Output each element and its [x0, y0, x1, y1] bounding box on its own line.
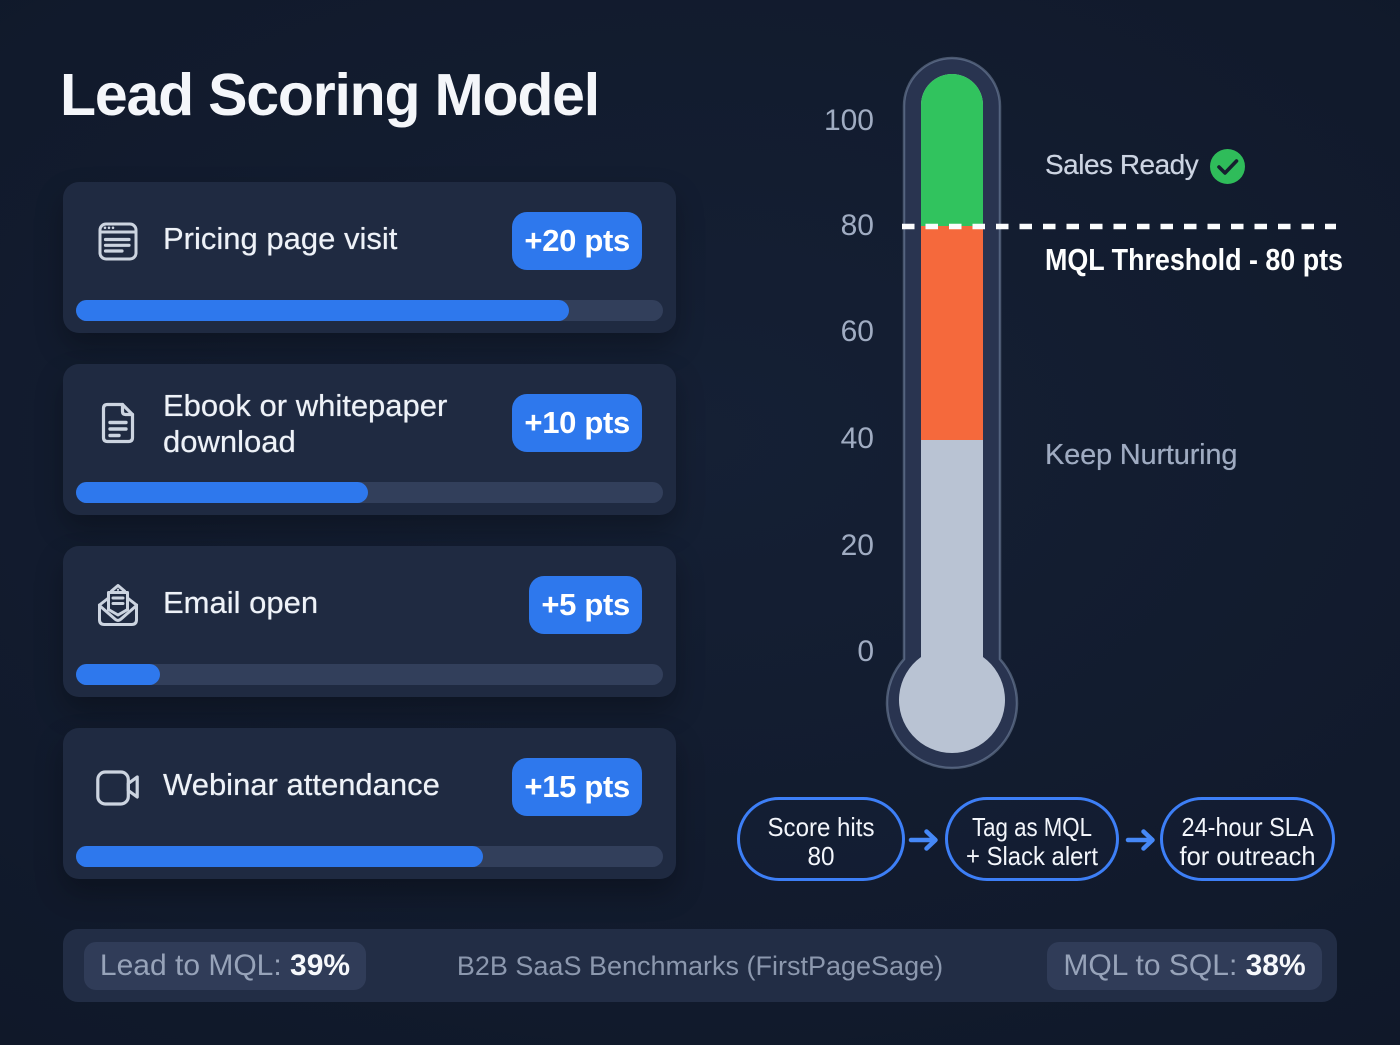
svg-text:80: 80 — [808, 841, 835, 871]
svg-text:MQL Threshold - 80 pts: MQL Threshold - 80 pts — [1045, 242, 1343, 277]
svg-text:24-hour SLA: 24-hour SLA — [1182, 812, 1315, 842]
svg-text:Tag as MQL: Tag as MQL — [972, 812, 1092, 842]
svg-text:+ Slack alert: + Slack alert — [966, 841, 1099, 871]
svg-text:for outreach: for outreach — [1180, 841, 1316, 871]
svg-text:Score hits: Score hits — [768, 812, 875, 842]
